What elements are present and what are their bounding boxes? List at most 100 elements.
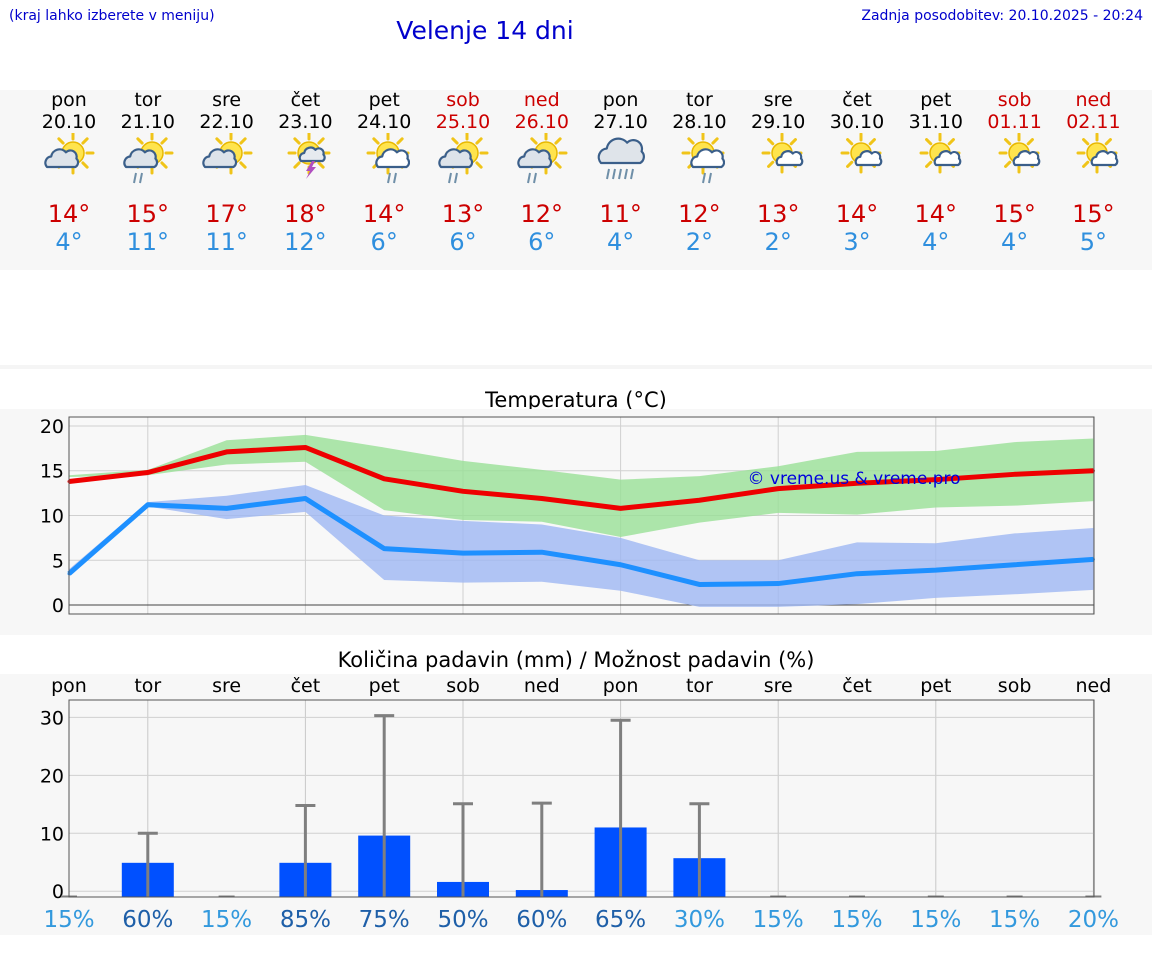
cloud-shape: [1012, 150, 1040, 167]
min-temperature: 4°: [1000, 228, 1029, 256]
y-tick-label: 0: [52, 881, 64, 903]
max-temperature-point: [934, 478, 938, 482]
max-temperature-point: [697, 498, 701, 502]
day-date: 24.10: [356, 111, 412, 133]
x-category-label: čet: [842, 675, 872, 697]
day-name: sre: [763, 89, 793, 111]
max-temperature-point: [776, 487, 780, 491]
day-date: 25.10: [435, 111, 491, 133]
sun-ray: [317, 161, 326, 169]
y-tick-label: 0: [52, 595, 64, 617]
sun-ray: [451, 137, 459, 145]
min-temperature-point: [934, 568, 938, 572]
sun-ray: [1026, 138, 1034, 146]
y-tick-label: 10: [40, 823, 64, 845]
rain-drop: [448, 172, 452, 184]
day-date: 30.10: [829, 111, 885, 133]
partly-cloudy-rain-icon: [517, 133, 568, 184]
temperature-chart: 0 5 10 15 20 © vreme.us & vreme.pro: [40, 416, 1095, 617]
cloud-shape: [299, 146, 327, 163]
max-temperature: 14°: [47, 200, 91, 228]
rain-drop: [617, 168, 622, 180]
precipitation-probability: 60%: [516, 907, 567, 933]
min-temperature-point: [855, 572, 859, 576]
min-temperature-point: [461, 551, 465, 555]
cloud-shape: [1091, 150, 1119, 167]
x-category-label: pon: [603, 675, 639, 697]
sun-ray: [1003, 138, 1011, 146]
sun-ray: [160, 137, 168, 145]
y-tick-label: 5: [52, 550, 64, 572]
last-update: Zadnja posodobitev: 20.10.2025 - 20:24: [861, 8, 1143, 24]
max-temperature-point: [461, 489, 465, 493]
sun-small-cloud-icon: [761, 133, 804, 174]
x-category-label: pon: [51, 675, 87, 697]
max-temperature: 14°: [914, 200, 958, 228]
max-temperature: 14°: [362, 200, 406, 228]
sun-ray: [293, 161, 301, 169]
forecast-strip: [0, 90, 1152, 270]
min-temperature: 3°: [843, 228, 871, 256]
sun-small-cloud-icon: [1076, 133, 1119, 174]
max-temperature: 17°: [205, 200, 248, 228]
cloud-shape: [597, 137, 645, 165]
page-title: Velenje 14 dni: [396, 16, 574, 45]
rain-drop: [702, 172, 707, 184]
cloud-shape: [123, 148, 158, 169]
precipitation-probability: 15%: [43, 907, 94, 933]
cloud-shape: [375, 148, 411, 169]
cloud-shape: [690, 148, 726, 169]
max-temperature-point: [146, 471, 150, 475]
precipitation-chart: pon tor sre čet pet sob ned pon tor sre čet pet sob n…: [40, 675, 1119, 933]
y-tick-label: 30: [40, 707, 64, 729]
min-temperature-point: [1013, 563, 1017, 567]
sun-ray: [293, 137, 301, 145]
weather-icon: [123, 133, 174, 184]
cloud-shape: [438, 148, 474, 169]
max-temperature: 15°: [1072, 200, 1115, 228]
sun-cloud-rain-icon: [681, 133, 726, 184]
day-name: čet: [290, 89, 321, 111]
precipitation-probability: 75%: [359, 907, 410, 933]
partly-cloudy-icon: [201, 133, 253, 175]
precipitation-probability: 65%: [595, 907, 646, 933]
max-temperature: 11°: [599, 200, 642, 228]
cloud-shape: [44, 148, 80, 169]
location-hint[interactable]: (kraj lahko izberete v meniju): [9, 8, 215, 24]
x-category-label: sob: [446, 675, 480, 697]
divider: [0, 365, 1152, 369]
min-temperature: 2°: [764, 228, 792, 256]
day-name: ned: [523, 89, 560, 111]
max-temperature: 18°: [284, 200, 327, 228]
sun-cloud-rain-icon: [366, 133, 411, 184]
x-category-label: sre: [212, 675, 241, 697]
sun-ray: [214, 137, 223, 145]
day-date: 20.10: [41, 111, 97, 133]
y-tick-label: 10: [40, 506, 64, 528]
min-temperature: 11°: [205, 228, 248, 256]
weather-icon: [840, 133, 883, 174]
min-temperature: 6°: [370, 228, 398, 256]
rain-drop: [526, 172, 531, 184]
sun-ray: [1082, 160, 1090, 168]
max-temperature-point: [540, 496, 544, 500]
weather-icon: [998, 133, 1040, 174]
sun-ray: [530, 137, 538, 145]
max-temperature-point: [382, 477, 386, 481]
day-date: 02.11: [1066, 111, 1121, 133]
min-temperature: 6°: [528, 228, 556, 256]
precipitation-probability: 30%: [674, 907, 725, 933]
day-name: pet: [368, 89, 400, 111]
precipitation-probability: 60%: [122, 907, 173, 933]
rain-drop: [623, 168, 628, 180]
y-tick-label: 20: [40, 765, 64, 787]
min-temperature-point: [382, 547, 386, 551]
max-temperature-line: [68, 444, 1094, 511]
min-temperature: 6°: [449, 228, 477, 256]
sun-ray: [136, 137, 144, 145]
partly-cloudy-icon: [44, 133, 95, 175]
weather-icon: [287, 133, 331, 179]
rain-drop: [708, 172, 713, 184]
max-temperature: 15°: [993, 200, 1036, 228]
sun-ray: [687, 137, 695, 145]
